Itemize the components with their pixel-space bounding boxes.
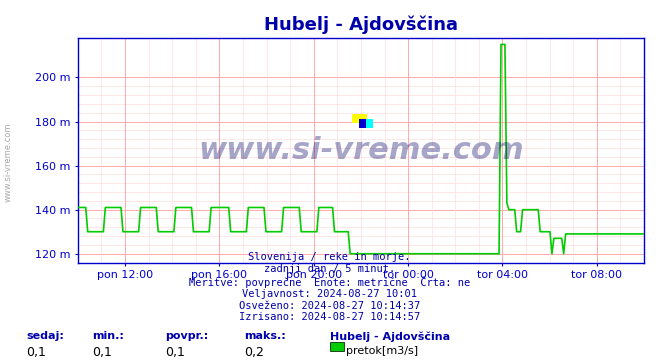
Title: Hubelj - Ajdovščina: Hubelj - Ajdovščina (264, 15, 458, 33)
FancyBboxPatch shape (359, 119, 374, 128)
Text: min.:: min.: (92, 331, 124, 341)
FancyBboxPatch shape (353, 114, 366, 123)
Text: www.si-vreme.com: www.si-vreme.com (198, 136, 524, 165)
FancyBboxPatch shape (359, 119, 366, 128)
Text: maks.:: maks.: (244, 331, 285, 341)
Text: 0,2: 0,2 (244, 346, 264, 359)
Text: pretok[m3/s]: pretok[m3/s] (346, 346, 418, 356)
Text: povpr.:: povpr.: (165, 331, 208, 341)
Text: www.si-vreme.com: www.si-vreme.com (3, 122, 13, 202)
Text: 0,1: 0,1 (165, 346, 185, 359)
Text: 0,1: 0,1 (92, 346, 112, 359)
Text: Hubelj - Ajdovščina: Hubelj - Ajdovščina (330, 331, 449, 342)
Text: Slovenija / reke in morje.
zadnji dan / 5 minut.
Meritve: povprečne  Enote: metr: Slovenija / reke in morje. zadnji dan / … (189, 252, 470, 323)
Text: 0,1: 0,1 (26, 346, 46, 359)
Text: sedaj:: sedaj: (26, 331, 64, 341)
